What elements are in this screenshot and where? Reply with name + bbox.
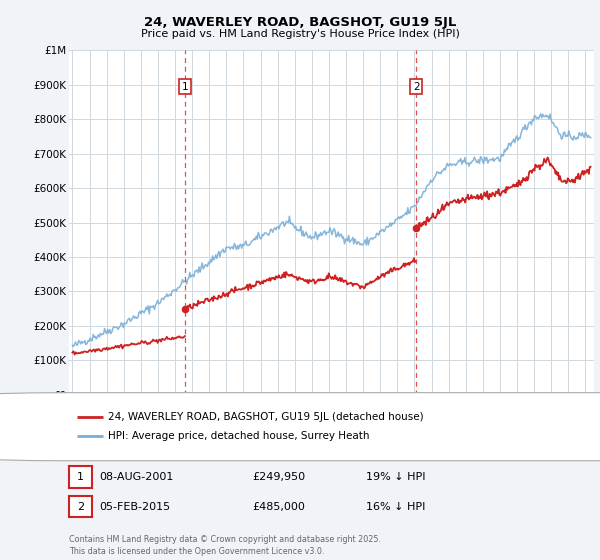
Text: £485,000: £485,000: [252, 502, 305, 512]
Text: 24, WAVERLEY ROAD, BAGSHOT, GU19 5JL (detached house): 24, WAVERLEY ROAD, BAGSHOT, GU19 5JL (de…: [109, 412, 424, 422]
Text: 08-AUG-2001: 08-AUG-2001: [99, 472, 173, 482]
Text: 16% ↓ HPI: 16% ↓ HPI: [366, 502, 425, 512]
Text: HPI: Average price, detached house, Surrey Heath: HPI: Average price, detached house, Surr…: [109, 431, 370, 441]
FancyBboxPatch shape: [0, 393, 600, 461]
Text: Contains HM Land Registry data © Crown copyright and database right 2025.
This d: Contains HM Land Registry data © Crown c…: [69, 535, 381, 556]
Text: 2: 2: [413, 82, 419, 92]
Text: 1: 1: [182, 82, 188, 92]
Text: 2: 2: [77, 502, 84, 512]
Text: 05-FEB-2015: 05-FEB-2015: [99, 502, 170, 512]
Text: Price paid vs. HM Land Registry's House Price Index (HPI): Price paid vs. HM Land Registry's House …: [140, 29, 460, 39]
Text: 24, WAVERLEY ROAD, BAGSHOT, GU19 5JL: 24, WAVERLEY ROAD, BAGSHOT, GU19 5JL: [144, 16, 456, 29]
Text: 19% ↓ HPI: 19% ↓ HPI: [366, 472, 425, 482]
Text: 1: 1: [77, 472, 84, 482]
Text: £249,950: £249,950: [252, 472, 305, 482]
